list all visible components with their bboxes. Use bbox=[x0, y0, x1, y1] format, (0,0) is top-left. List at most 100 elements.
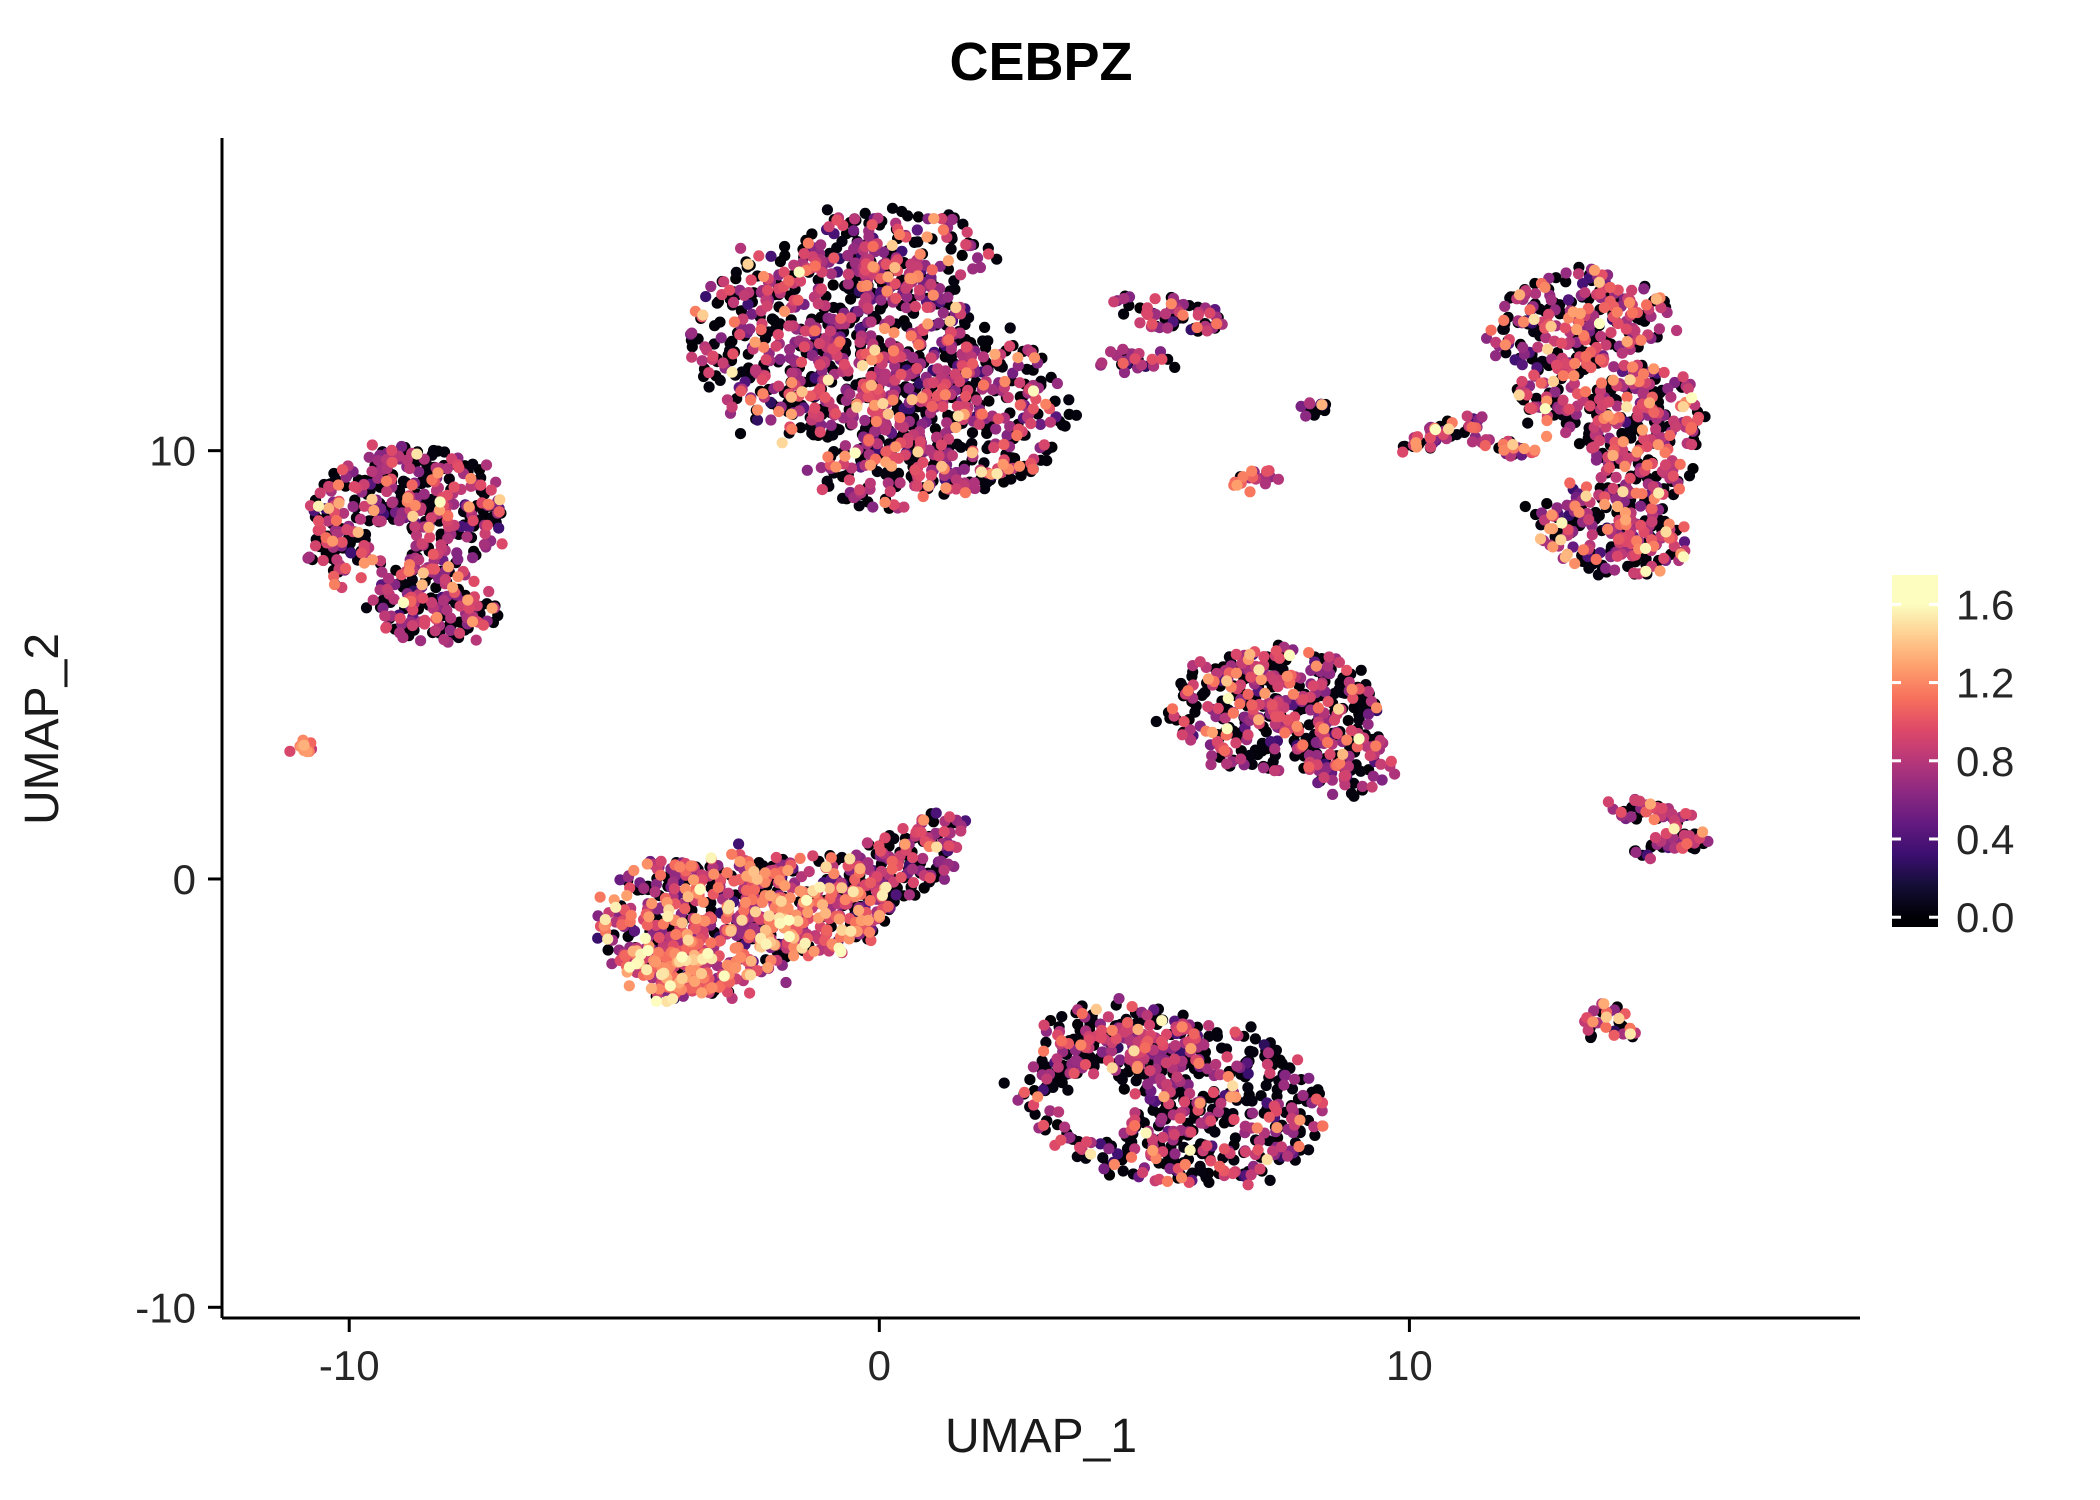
data-point bbox=[1594, 287, 1606, 300]
data-point bbox=[1607, 482, 1619, 495]
data-point bbox=[1583, 562, 1595, 574]
data-point bbox=[905, 330, 917, 342]
data-point bbox=[714, 374, 726, 386]
data-point bbox=[1032, 1091, 1044, 1103]
data-point bbox=[628, 864, 640, 877]
data-point bbox=[674, 861, 686, 873]
data-point bbox=[966, 427, 979, 439]
data-point bbox=[1161, 322, 1174, 334]
data-point bbox=[1176, 1021, 1188, 1033]
data-point bbox=[886, 202, 899, 214]
data-point bbox=[1375, 758, 1387, 770]
data-point bbox=[889, 278, 901, 290]
data-point bbox=[816, 484, 828, 496]
data-point bbox=[911, 480, 923, 492]
data-point bbox=[1322, 660, 1334, 672]
data-point bbox=[1362, 718, 1374, 730]
data-point bbox=[804, 390, 817, 402]
data-point bbox=[1682, 383, 1694, 395]
data-point bbox=[1219, 745, 1231, 757]
data-point bbox=[284, 745, 296, 757]
data-point bbox=[795, 422, 807, 434]
data-point bbox=[860, 292, 872, 304]
data-point bbox=[1195, 1117, 1207, 1129]
data-point bbox=[1582, 1024, 1594, 1036]
data-point bbox=[946, 450, 959, 462]
data-point bbox=[1229, 1132, 1241, 1144]
data-point bbox=[1339, 779, 1351, 791]
data-point bbox=[328, 570, 340, 583]
data-point bbox=[1055, 1134, 1067, 1146]
data-point bbox=[1528, 369, 1540, 381]
data-point bbox=[1044, 1105, 1056, 1117]
data-point bbox=[917, 456, 929, 468]
data-point bbox=[1297, 694, 1309, 706]
data-point bbox=[786, 367, 798, 379]
data-point bbox=[906, 273, 918, 285]
data-point bbox=[903, 382, 915, 394]
data-point bbox=[1323, 651, 1335, 663]
data-point bbox=[827, 429, 839, 441]
data-point bbox=[1012, 360, 1024, 372]
data-point bbox=[1070, 409, 1082, 421]
data-point bbox=[363, 451, 375, 463]
data-point bbox=[1203, 1030, 1215, 1042]
data-point bbox=[1568, 378, 1580, 390]
data-point bbox=[1562, 294, 1575, 306]
data-point bbox=[381, 485, 393, 498]
data-point bbox=[914, 248, 926, 260]
data-point bbox=[1261, 465, 1273, 477]
data-point bbox=[1130, 1075, 1142, 1087]
data-point bbox=[972, 252, 984, 264]
data-point bbox=[1678, 536, 1691, 548]
data-point bbox=[788, 950, 800, 962]
data-point bbox=[1249, 1033, 1261, 1045]
data-point bbox=[1139, 1042, 1151, 1054]
data-point bbox=[1535, 377, 1547, 389]
data-point bbox=[1331, 728, 1343, 740]
data-point bbox=[1116, 1073, 1128, 1086]
data-point bbox=[393, 515, 405, 527]
data-point bbox=[917, 852, 929, 865]
data-point bbox=[1014, 399, 1026, 411]
data-point bbox=[1002, 391, 1014, 404]
data-point bbox=[735, 951, 747, 964]
data-point bbox=[1191, 321, 1203, 334]
data-point bbox=[1171, 1071, 1183, 1083]
data-point bbox=[383, 572, 395, 585]
data-point bbox=[941, 417, 953, 429]
data-point bbox=[1247, 1046, 1259, 1058]
data-point bbox=[332, 479, 345, 491]
data-point bbox=[1234, 698, 1246, 710]
data-point bbox=[1353, 714, 1365, 726]
data-point bbox=[738, 289, 750, 301]
data-point bbox=[809, 402, 821, 414]
data-point bbox=[470, 634, 482, 646]
data-point bbox=[925, 352, 937, 364]
data-point bbox=[711, 297, 723, 309]
data-point bbox=[1177, 1009, 1189, 1021]
data-point bbox=[944, 811, 956, 823]
data-point bbox=[825, 268, 838, 280]
data-point bbox=[1287, 688, 1299, 700]
data-point bbox=[653, 932, 665, 944]
data-point bbox=[1370, 740, 1382, 752]
data-point bbox=[1205, 758, 1217, 771]
data-point bbox=[706, 982, 718, 994]
data-point bbox=[835, 312, 847, 324]
data-point bbox=[482, 498, 494, 510]
data-point bbox=[1584, 319, 1596, 331]
data-point bbox=[1563, 403, 1575, 415]
data-point bbox=[865, 316, 877, 328]
data-point bbox=[355, 572, 367, 584]
data-point bbox=[942, 291, 954, 303]
data-point bbox=[712, 882, 724, 894]
data-point bbox=[990, 423, 1002, 435]
data-point bbox=[1634, 500, 1647, 512]
data-point bbox=[1322, 696, 1334, 708]
data-point bbox=[465, 480, 477, 492]
data-point bbox=[366, 465, 378, 477]
data-point bbox=[925, 469, 937, 481]
data-point bbox=[806, 228, 818, 240]
data-point bbox=[1108, 1158, 1120, 1171]
